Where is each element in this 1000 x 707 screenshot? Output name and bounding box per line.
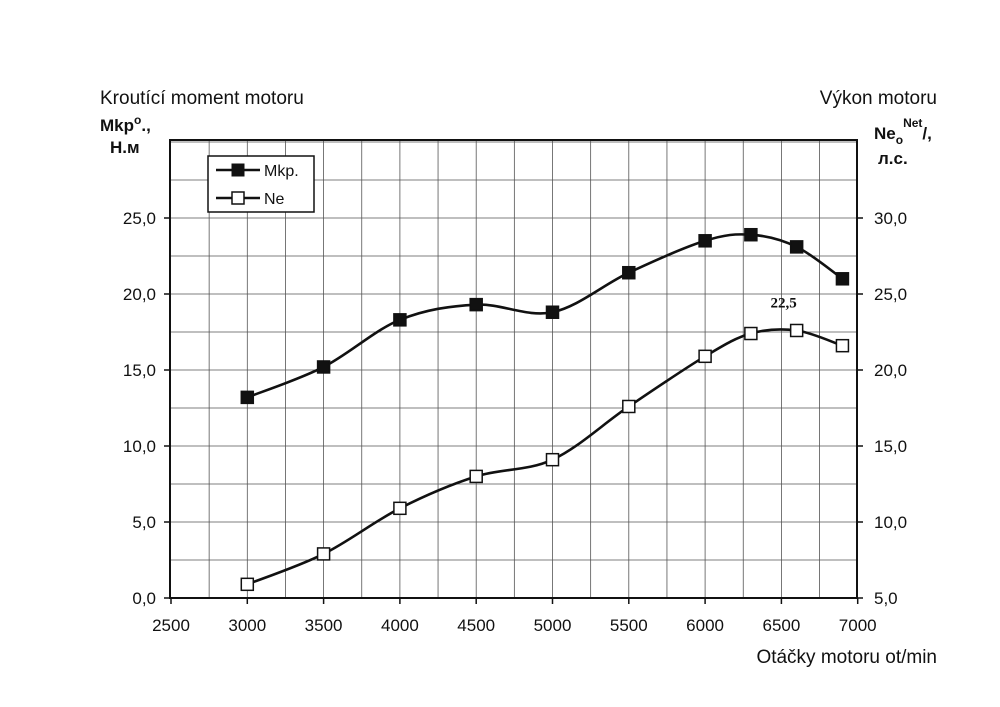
data-point-mkp	[545, 305, 560, 319]
data-point-mkp	[698, 234, 712, 248]
x-axis-label: Otáčky motoru ot/min	[756, 647, 937, 668]
x-tick-label: 6000	[686, 616, 724, 635]
data-point-ne	[835, 338, 850, 353]
y-left-tick-label: 15,0	[123, 361, 156, 380]
data-point-mkp	[240, 390, 255, 405]
x-tick-label: 7000	[839, 616, 877, 635]
legend-marker-ne	[231, 191, 245, 205]
y-left-tick-label: 10,0	[123, 437, 156, 456]
data-point-mkp	[393, 313, 407, 327]
left-header: Kroutící moment motoru	[100, 88, 304, 109]
data-point-ne	[698, 349, 712, 364]
y-right-tick-label: 5,0	[874, 589, 898, 608]
tick-labels: 2500 3000 3500 4000 4500 5000 5500 6000 6500 7000…	[123, 209, 907, 635]
y-left-tick-label: 25,0	[123, 209, 156, 228]
y-right-tick-label: 10,0	[874, 513, 907, 532]
legend: Mkp. Ne	[207, 155, 315, 213]
x-tick-label: 4500	[457, 616, 495, 635]
x-tick-label: 3500	[305, 616, 343, 635]
legend-label-ne: Ne	[264, 191, 285, 208]
right-header: Výkon motoru	[820, 88, 937, 109]
grid	[170, 140, 857, 598]
x-tick-label: 5000	[534, 616, 572, 635]
y-right-tick-label: 15,0	[874, 437, 907, 456]
x-tick-label: 3000	[228, 616, 266, 635]
series-layer	[240, 227, 850, 592]
data-point-ne	[469, 469, 483, 484]
right-y-axis-unit: л.с.	[878, 149, 908, 168]
series-line-mkp	[246, 233, 844, 399]
annotation-layer: 22,5	[771, 295, 797, 311]
data-point-ne	[744, 326, 758, 341]
y-left-tick-label: 5,0	[132, 513, 156, 532]
data-point-mkp	[789, 240, 804, 254]
x-tick-label: 5500	[610, 616, 648, 635]
legend-label-mkp: Mkp.	[264, 163, 299, 180]
left-y-axis-label: Mkpo.,	[100, 113, 151, 135]
legend-box	[207, 155, 315, 213]
x-tick-label: 6500	[762, 616, 800, 635]
y-right-tick-label: 20,0	[874, 361, 907, 380]
series-line-ne	[246, 328, 843, 586]
data-point-mkp	[469, 297, 483, 312]
data-point-ne	[622, 399, 636, 414]
y-left-tick-label: 20,0	[123, 285, 156, 304]
y-right-tick-label: 30,0	[874, 209, 907, 228]
right-y-axis-label: NeoNet/,	[874, 116, 932, 147]
data-point-mkp	[835, 272, 850, 286]
plot-frame	[169, 139, 858, 599]
data-point-ne	[393, 501, 407, 516]
x-tick-label: 4000	[381, 616, 419, 635]
data-point-mkp	[316, 360, 331, 374]
y-right-tick-label: 25,0	[874, 285, 907, 304]
x-tick-label: 2500	[152, 616, 190, 635]
data-point-ne	[316, 547, 331, 561]
data-point-ne	[240, 577, 255, 592]
data-point-ne	[789, 323, 804, 338]
data-point-mkp	[622, 265, 636, 280]
y-left-tick-label: 0,0	[132, 589, 156, 608]
legend-marker-mkp	[231, 163, 245, 177]
data-point-ne	[545, 452, 560, 467]
data-point-mkp	[744, 227, 758, 242]
peak-annotation: 22,5	[771, 295, 797, 311]
left-y-axis-unit: H.м	[110, 138, 140, 157]
